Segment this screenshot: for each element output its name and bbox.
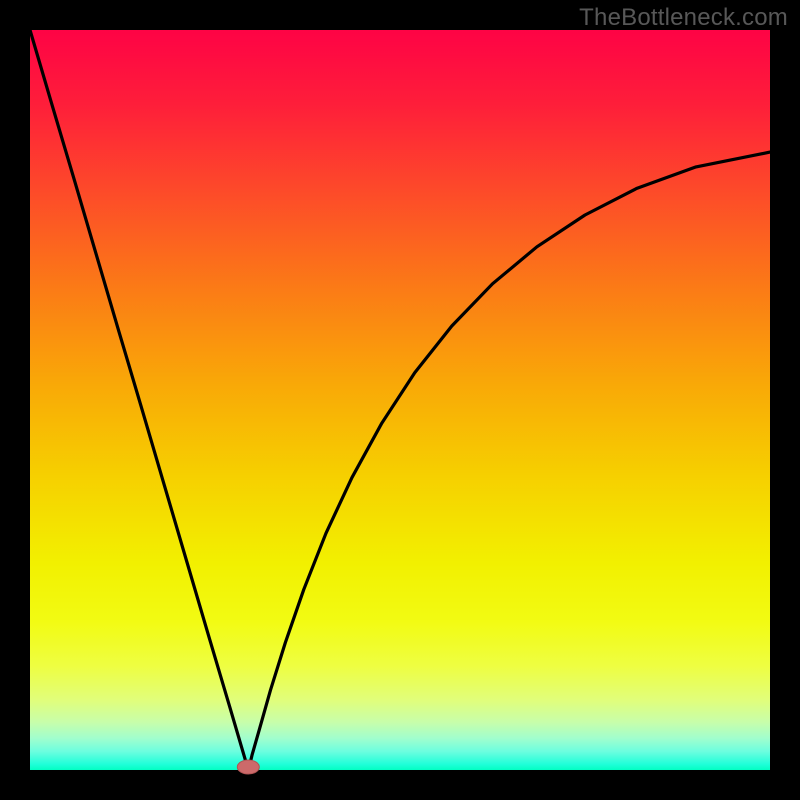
chart-svg [0, 0, 800, 800]
plot-gradient-background [30, 30, 770, 770]
watermark-text: TheBottleneck.com [579, 4, 788, 32]
dip-marker [237, 760, 259, 774]
chart-container: TheBottleneck.com [0, 0, 800, 800]
